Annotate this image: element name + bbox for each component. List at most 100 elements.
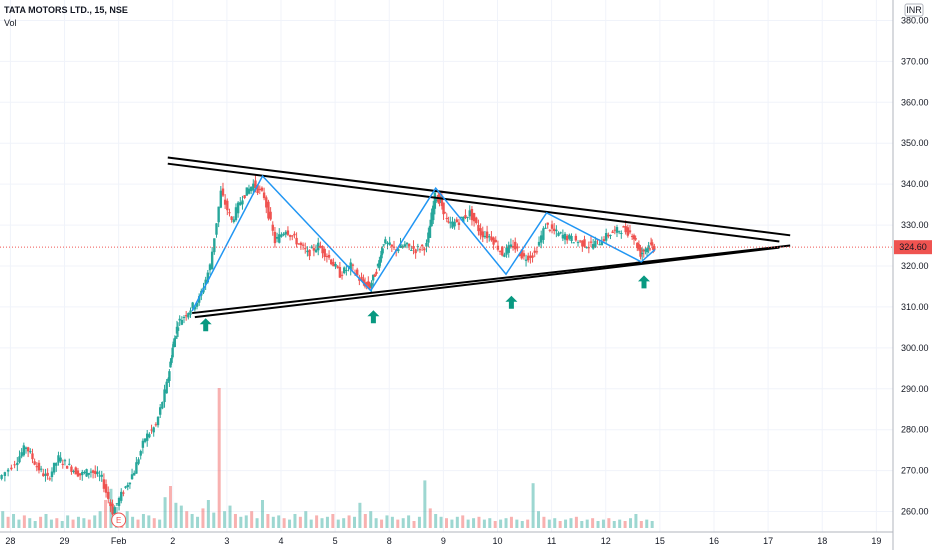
candle-body (505, 247, 508, 255)
y-tick-label: 290.00 (901, 384, 929, 394)
x-tick-label: 12 (601, 536, 611, 546)
volume-bar (174, 502, 178, 528)
candle-body (156, 416, 160, 426)
triangle-lower-line[interactable] (192, 244, 791, 315)
wave-zigzag-line[interactable] (191, 174, 656, 312)
volume-bar (352, 516, 356, 528)
volume-bar (217, 388, 221, 528)
candle-body (46, 472, 49, 476)
earnings-marker-icon[interactable] (111, 512, 127, 528)
volume-bar (125, 511, 129, 528)
volume-bar (190, 514, 194, 528)
candle-body (462, 216, 465, 223)
volume-bar (569, 518, 573, 528)
candle-body (146, 433, 149, 441)
candle-body (128, 482, 132, 485)
candle-body (634, 238, 637, 240)
volume-indicator-label[interactable]: Vol (4, 18, 17, 28)
candle-body (282, 233, 285, 236)
volume-bar (325, 516, 329, 528)
candle-body (356, 269, 359, 276)
triangle-upper-line[interactable] (167, 156, 791, 237)
volume-bar (591, 518, 595, 528)
candle-body (381, 248, 384, 254)
volume-bar (239, 516, 243, 528)
candle-body (563, 233, 567, 240)
volume-bar (147, 515, 151, 528)
candle-body (332, 261, 335, 267)
candle-body (457, 222, 461, 225)
candle-body (624, 226, 627, 233)
candle-body (645, 248, 649, 253)
last-price-tag (894, 240, 932, 255)
y-tick-label: 260.00 (901, 507, 929, 517)
candle-body (494, 239, 497, 243)
volume-bar (493, 521, 497, 528)
up-arrow-icon[interactable] (367, 310, 380, 324)
candle-body (451, 221, 454, 228)
candle-body (589, 241, 593, 243)
triangle-lower-inner-line[interactable] (194, 246, 780, 319)
candle-body (74, 467, 77, 475)
candle-body (371, 274, 375, 281)
candle-body (187, 313, 190, 318)
candle-body (213, 238, 216, 253)
up-arrow-icon[interactable] (505, 295, 518, 309)
candle-body (653, 246, 656, 251)
candle-body (440, 196, 444, 207)
volume-bar (228, 505, 232, 528)
candle-body (403, 244, 407, 247)
volume-bar (358, 502, 362, 528)
candle-body (379, 259, 382, 263)
triangle-upper-inner-line[interactable] (167, 162, 780, 243)
candle-body (407, 243, 411, 247)
volume-bar (531, 483, 535, 528)
volume-bar (44, 514, 48, 528)
up-arrow-icon[interactable] (199, 318, 212, 332)
candle-body (574, 235, 578, 241)
candle-body (262, 192, 266, 199)
currency-badge[interactable] (904, 3, 924, 17)
candle-body (410, 249, 413, 251)
candle-body (173, 338, 177, 348)
candle-body (477, 224, 480, 232)
volume-bar (49, 519, 53, 528)
candle-body (376, 263, 380, 267)
candle-body (412, 246, 415, 249)
candle-body (204, 279, 207, 285)
volume-bar (504, 518, 508, 528)
candle-body (370, 283, 373, 287)
volume-bar (6, 516, 10, 528)
volume-bar (461, 515, 465, 528)
volume-bar (477, 516, 481, 528)
candle-body (133, 472, 136, 476)
x-tick-label: 17 (763, 536, 773, 546)
candle-body (139, 451, 142, 456)
candle-body (455, 219, 458, 223)
candle-body (124, 486, 127, 488)
candle-body (380, 250, 383, 259)
chart-legend: TATA MOTORS LTD., 15, NSE Vol (4, 4, 128, 30)
volume-bar (168, 486, 172, 528)
candle-body (6, 469, 10, 472)
candle-body (288, 235, 292, 237)
candle-body (585, 247, 588, 249)
candle-body (306, 250, 309, 253)
up-arrow-icon[interactable] (638, 275, 650, 289)
candle-body (234, 207, 238, 221)
candle-body (553, 228, 556, 232)
candle-body (481, 231, 484, 238)
candle-body (384, 239, 387, 244)
candle-body (278, 234, 281, 243)
candle-body (120, 491, 123, 501)
candle-body (416, 246, 420, 248)
candle-body (639, 247, 642, 257)
candle-body (81, 471, 84, 476)
candle-body (48, 478, 51, 480)
candle-body (111, 503, 114, 515)
candle-body (78, 473, 82, 476)
candle-body (295, 237, 298, 245)
candle-body (210, 251, 214, 270)
candle-body (44, 474, 47, 476)
